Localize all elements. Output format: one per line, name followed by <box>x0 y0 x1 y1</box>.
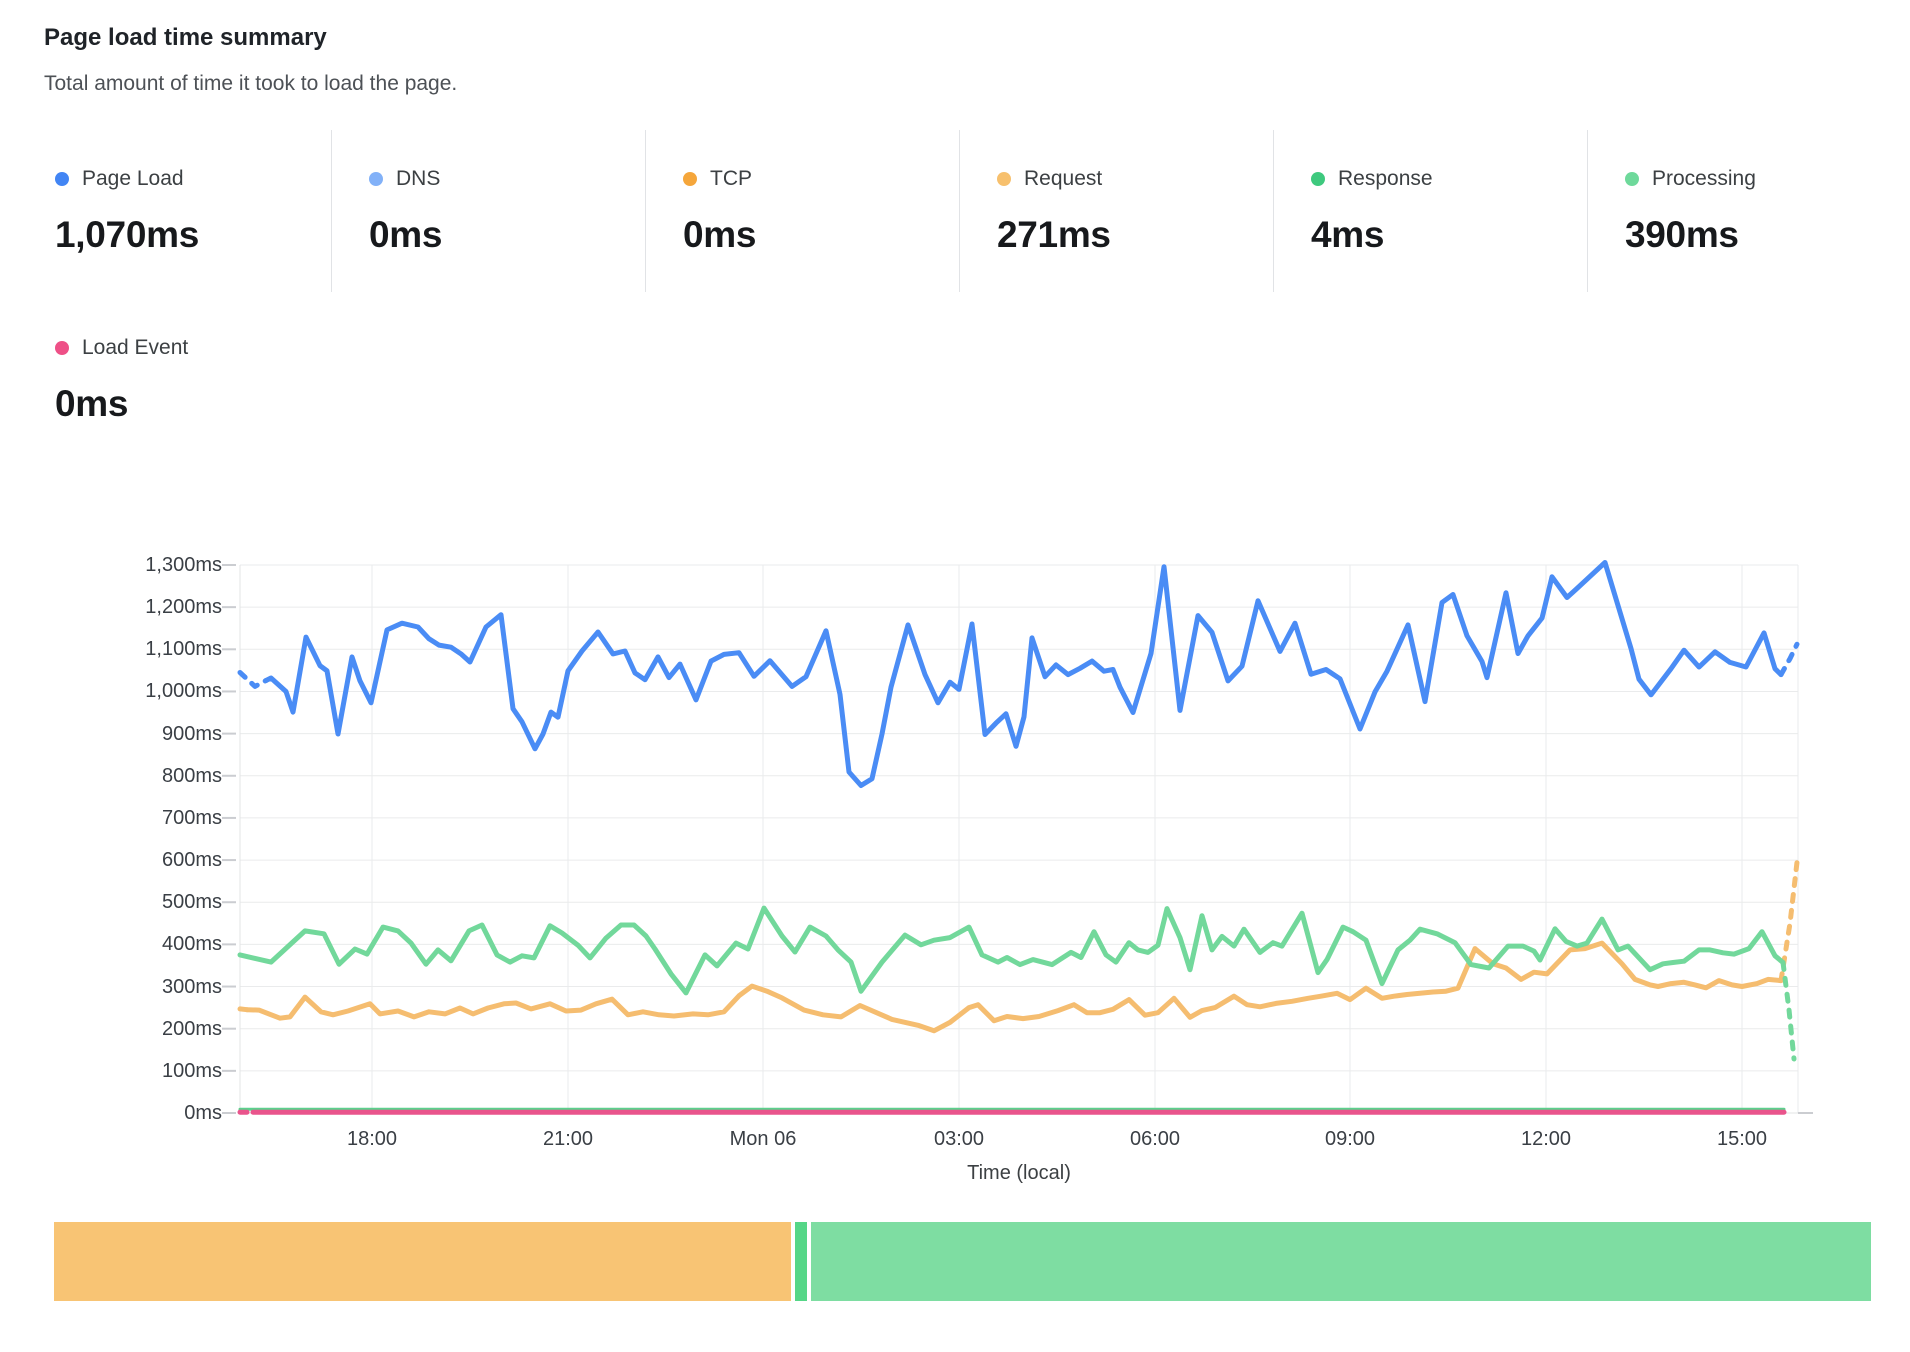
metric-label: Load Event <box>55 335 317 361</box>
processing-legend-dot-icon <box>1625 172 1639 186</box>
page-subtitle: Total amount of time it took to load the… <box>44 72 458 95</box>
metric-value: 390ms <box>1625 214 1739 255</box>
page-load-legend-dot-icon <box>55 172 69 186</box>
chart-canvas <box>222 560 1813 1115</box>
y-axis-label: 300ms <box>161 975 222 998</box>
bar-segment-processing-phase <box>811 1222 1871 1301</box>
metric-label: Request <box>997 166 1259 192</box>
metric-label: Processing <box>1625 166 1887 192</box>
timeline-bar <box>54 1222 1871 1301</box>
metric-load-event: Load Event 0ms <box>55 335 317 425</box>
series-processing-dash-end <box>1780 960 1797 1062</box>
y-axis-label: 900ms <box>161 722 222 745</box>
metric-processing: Processing 390ms <box>1625 166 1887 256</box>
y-axis-label: 1,300ms <box>145 554 222 576</box>
x-axis-label: 12:00 <box>1520 1128 1572 1150</box>
metric-divider <box>959 130 960 292</box>
y-axis-label: 100ms <box>161 1059 222 1082</box>
x-axis-title: Time (local) <box>967 1162 1071 1184</box>
bar-segment-gap <box>791 1222 795 1301</box>
page-title: Page load time summary <box>44 24 327 51</box>
metric-value: 0ms <box>55 383 129 424</box>
metric-value: 271ms <box>997 214 1111 255</box>
load-event-legend-dot-icon <box>55 341 69 355</box>
dns-legend-dot-icon <box>369 172 383 186</box>
metric-response: Response 4ms <box>1311 166 1573 256</box>
x-axis-label: 21:00 <box>542 1128 594 1150</box>
metric-label: Page Load <box>55 166 317 192</box>
metric-value: 0ms <box>369 214 443 255</box>
series-page-load-dash-start <box>237 670 269 689</box>
metric-value: 0ms <box>683 214 757 255</box>
y-axis-label: 1,100ms <box>145 638 222 661</box>
metric-tcp: TCP 0ms <box>683 166 945 256</box>
metric-divider <box>1587 130 1588 292</box>
y-axis-label: 1,200ms <box>145 596 222 619</box>
metric-divider <box>331 130 332 292</box>
metric-label: Response <box>1311 166 1573 192</box>
x-axis-label: 06:00 <box>1129 1128 1181 1150</box>
series-page-load <box>263 560 1784 788</box>
bar-segment-divider-phase <box>795 1222 807 1301</box>
response-legend-dot-icon <box>1311 172 1325 186</box>
load-time-chart <box>222 560 1813 1115</box>
metric-value: 1,070ms <box>55 214 199 255</box>
series-processing <box>237 905 1786 996</box>
series-page-load-dash-end <box>1778 641 1800 678</box>
metric-request: Request 271ms <box>997 166 1259 256</box>
tcp-legend-dot-icon <box>683 172 697 186</box>
y-axis-label: 200ms <box>161 1017 222 1040</box>
x-axis-label: 15:00 <box>1716 1128 1768 1150</box>
metric-label: TCP <box>683 166 945 192</box>
x-axis-label: Mon 06 <box>729 1128 797 1150</box>
y-axis-label: 0ms <box>184 1102 222 1124</box>
y-axis-label: 1,000ms <box>145 680 222 703</box>
metric-label: DNS <box>369 166 631 192</box>
y-axis-label: 600ms <box>161 849 222 872</box>
metric-divider <box>1273 130 1274 292</box>
x-axis-label: 03:00 <box>933 1128 985 1150</box>
metric-divider <box>645 130 646 292</box>
request-legend-dot-icon <box>997 172 1011 186</box>
metric-page-load: Page Load 1,070ms <box>55 166 317 256</box>
series-request <box>244 940 1784 1034</box>
metric-dns: DNS 0ms <box>369 166 631 256</box>
y-axis-label: 400ms <box>161 933 222 956</box>
x-axis-label: 09:00 <box>1324 1128 1376 1150</box>
bar-segment-gap <box>807 1222 811 1301</box>
metric-value: 4ms <box>1311 214 1385 255</box>
bar-segment-request-phase <box>54 1222 791 1301</box>
y-axis-label: 700ms <box>161 806 222 829</box>
x-axis-label: 18:00 <box>346 1128 398 1150</box>
y-axis-label: 500ms <box>161 891 222 914</box>
y-axis-label: 800ms <box>161 764 222 787</box>
